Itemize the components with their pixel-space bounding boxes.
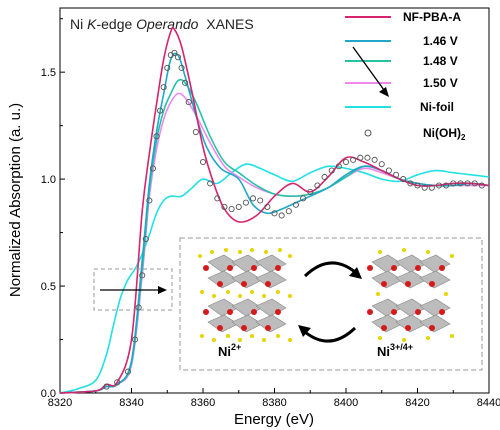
legend-label-nf-pba-a: NF-PBA-A bbox=[403, 10, 461, 24]
chart-title: Ni K-edge Operando XANES bbox=[70, 16, 254, 32]
series-point-ni-oh-2 bbox=[135, 304, 142, 311]
ni2-structure-image bbox=[198, 248, 292, 342]
legend-label-1-50v: 1.50 V bbox=[423, 76, 458, 90]
series-point-ni-oh-2 bbox=[249, 195, 257, 202]
series-point-ni-oh-2 bbox=[114, 379, 121, 386]
series-point-ni-oh-2 bbox=[160, 84, 167, 91]
series-point-ni-oh-2 bbox=[185, 99, 192, 106]
legend-label-1-46v: 1.46 V bbox=[423, 34, 458, 48]
series-point-ni-oh-2 bbox=[428, 184, 435, 191]
legend-marker-ni-oh2 bbox=[364, 129, 372, 137]
x-axis-label: Energy (eV) bbox=[234, 411, 314, 428]
cycle-arrowhead-bottom bbox=[298, 325, 311, 337]
series-point-ni-oh-2 bbox=[146, 197, 153, 204]
x-tick-label: 8340 bbox=[119, 397, 143, 409]
series-point-ni-oh-2 bbox=[214, 195, 221, 202]
series-point-ni-oh-2 bbox=[174, 54, 182, 61]
series-line-nf-pba-a bbox=[59, 26, 490, 394]
series-point-ni-oh-2 bbox=[421, 184, 428, 191]
series-point-ni-oh-2 bbox=[392, 171, 400, 178]
x-tick-label: 8440 bbox=[477, 397, 500, 409]
legend: NF-PBA-A 1.46 V 1.48 V 1.50 V Ni-foil Ni… bbox=[345, 10, 466, 142]
x-axis-ticks: 8320 8340 8360 8380 8400 8420 8440 bbox=[48, 388, 500, 409]
cycle-arrowhead-top bbox=[349, 267, 362, 279]
series-point-ni-oh-2 bbox=[471, 180, 478, 187]
series-point-ni-oh-2 bbox=[321, 173, 328, 181]
series-point-ni-oh-2 bbox=[371, 156, 378, 163]
legend-label-ni-oh2: Ni(OH)2 bbox=[423, 126, 466, 142]
pre-edge-arrow bbox=[100, 286, 167, 294]
series-point-ni-oh-2 bbox=[285, 208, 292, 215]
y-tick-label: 1.5 bbox=[41, 67, 56, 79]
series-point-ni-oh-2 bbox=[400, 176, 407, 183]
trend-arrow bbox=[352, 46, 389, 97]
series-point-ni-oh-2 bbox=[142, 235, 149, 243]
series-point-ni-oh-2 bbox=[350, 156, 357, 163]
series-point-ni-oh-2 bbox=[435, 182, 443, 189]
y-tick-label: 0.0 bbox=[41, 388, 56, 400]
ni34-structure-image bbox=[367, 248, 454, 342]
series-point-ni-oh-2 bbox=[153, 133, 160, 140]
series-point-ni-oh-2 bbox=[139, 272, 146, 279]
series-point-ni-oh-2 bbox=[278, 212, 285, 219]
series-point-ni-oh-2 bbox=[242, 199, 249, 206]
series-point-ni-oh-2 bbox=[207, 180, 214, 187]
series-point-ni-oh-2 bbox=[300, 195, 307, 202]
series-point-ni-oh-2 bbox=[157, 107, 164, 114]
series-point-ni-oh-2 bbox=[178, 64, 185, 71]
y-tick-label: 1.0 bbox=[41, 174, 56, 186]
ni2-label: Ni2+ bbox=[218, 342, 241, 359]
series-point-ni-oh-2 bbox=[407, 180, 414, 187]
legend-label-1-48v: 1.48 V bbox=[423, 54, 458, 68]
series-point-ni-oh-2 bbox=[357, 154, 364, 161]
x-tick-label: 8400 bbox=[334, 397, 358, 409]
series-point-ni-oh-2 bbox=[264, 203, 271, 210]
ni34-label: Ni3+/4+ bbox=[377, 342, 413, 359]
series-point-ni-oh-2 bbox=[149, 165, 156, 172]
series-point-ni-oh-2 bbox=[182, 79, 189, 86]
series-point-ni-oh-2 bbox=[385, 167, 392, 174]
series-point-ni-oh-2 bbox=[292, 201, 300, 208]
series-point-ni-oh-2 bbox=[342, 158, 350, 166]
series-point-ni-oh-2 bbox=[450, 180, 457, 187]
series-point-ni-oh-2 bbox=[464, 180, 471, 187]
series-point-ni-oh-2 bbox=[378, 161, 385, 168]
series-point-ni-oh-2 bbox=[478, 182, 485, 189]
series-point-ni-oh-2 bbox=[328, 167, 335, 174]
series-point-ni-oh-2 bbox=[132, 336, 139, 343]
series-point-ni-oh-2 bbox=[124, 368, 131, 375]
series-point-ni-oh-2 bbox=[171, 49, 178, 56]
series-point-ni-oh-2 bbox=[314, 182, 321, 189]
series-point-ni-oh-2 bbox=[199, 158, 207, 166]
series-point-ni-oh-2 bbox=[257, 197, 264, 204]
series-point-ni-oh-2 bbox=[443, 182, 450, 189]
pre-edge-highlight-box bbox=[93, 268, 173, 311]
series-point-ni-oh-2 bbox=[221, 203, 228, 210]
y-axis-ticks: 0.0 0.5 1.0 1.5 bbox=[41, 18, 65, 400]
series-point-ni-oh-2 bbox=[228, 206, 235, 213]
series-point-ni-oh-2 bbox=[103, 383, 110, 390]
series-point-ni-oh-2 bbox=[457, 180, 464, 187]
series-point-ni-oh-2 bbox=[164, 64, 171, 71]
x-tick-label: 8320 bbox=[48, 397, 72, 409]
series-point-ni-oh-2 bbox=[414, 182, 421, 189]
x-tick-label: 8420 bbox=[405, 397, 429, 409]
series-line-ni-foil bbox=[59, 163, 490, 394]
y-axis-label: Normalized Absorption (a. u.) bbox=[7, 103, 24, 297]
series-point-ni-oh-2 bbox=[307, 188, 314, 195]
series-point-ni-oh-2 bbox=[271, 210, 278, 217]
series-point-ni-oh-2 bbox=[192, 129, 199, 136]
x-tick-label: 8380 bbox=[262, 397, 286, 409]
structure-inset: Ni2+ bbox=[179, 237, 483, 371]
series-point-ni-oh-2 bbox=[335, 163, 342, 170]
series-point-ni-oh-2 bbox=[235, 203, 242, 210]
series-point-ni-oh-2 bbox=[364, 154, 371, 161]
legend-label-ni-foil: Ni-foil bbox=[420, 100, 454, 114]
redox-cycle-arrows bbox=[303, 261, 357, 343]
y-tick-label: 0.5 bbox=[41, 281, 56, 293]
x-tick-label: 8360 bbox=[191, 397, 215, 409]
